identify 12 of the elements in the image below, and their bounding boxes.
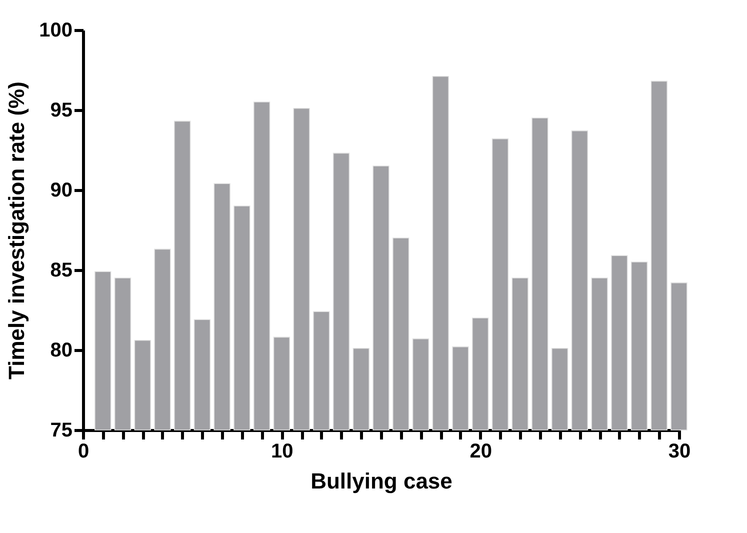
y-tick-label: 95 <box>50 100 72 122</box>
y-tick-label: 100 <box>39 20 72 42</box>
x-tick-label: 30 <box>668 440 691 462</box>
x-axis-title: Bullying case <box>310 468 452 494</box>
y-tick-label: 80 <box>50 340 72 362</box>
x-tick-label: 10 <box>271 440 294 462</box>
y-axis-title: Timely investigation rate (%) <box>4 82 30 380</box>
y-tick-label: 90 <box>50 180 72 202</box>
y-tick-label: 75 <box>50 420 72 442</box>
x-tick-label: 20 <box>470 440 492 462</box>
x-tick-label: 0 <box>78 440 90 462</box>
y-tick-label: 85 <box>50 260 72 282</box>
